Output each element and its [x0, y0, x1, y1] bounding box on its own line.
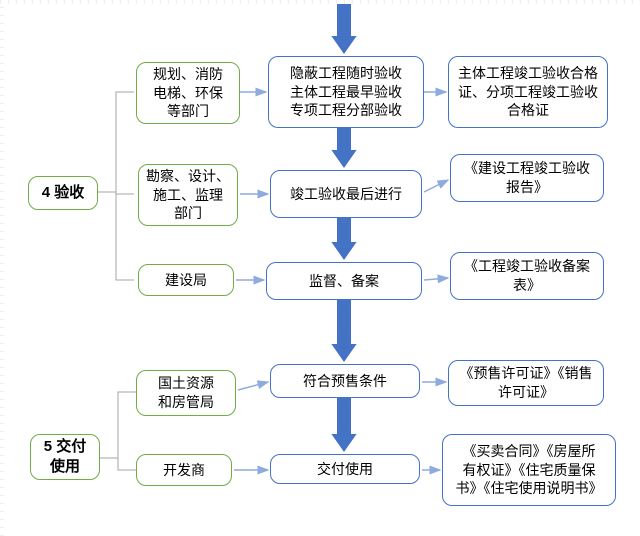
elbow-connector — [98, 192, 134, 280]
ruler-left — [0, 0, 4, 536]
elbow-connector — [98, 192, 134, 194]
node-dept4: 国土资源 和房管局 — [136, 370, 236, 416]
thin-arrow — [238, 382, 268, 390]
thick-arrow — [331, 4, 356, 54]
node-out5: 《买卖合同》《房屋所 有权证》《住宅质量保 书》《住宅使用说明书》 — [442, 434, 616, 506]
node-dept2: 勘察、设计、 施工、监理 部门 — [138, 164, 238, 226]
node-proc2: 竣工验收最后进行 — [270, 170, 422, 218]
node-dept3: 建设局 — [138, 264, 234, 296]
node-stage4: 4 验收 — [28, 176, 98, 210]
thin-arrow — [424, 278, 448, 280]
thick-arrow — [331, 128, 356, 168]
node-proc4: 符合预售条件 — [270, 364, 420, 398]
node-dept1: 规划、消防 电梯、环保 等部门 — [136, 62, 240, 124]
node-proc1: 隐蔽工程随时验收 主体工程最早验收 专项工程分部验收 — [268, 56, 424, 128]
thick-arrow — [331, 300, 356, 362]
thick-arrow — [331, 398, 356, 452]
elbow-connector — [100, 458, 136, 470]
node-proc3: 监督、备案 — [266, 262, 422, 300]
node-out2: 《建设工程竣工验收 报告》 — [450, 154, 604, 202]
node-out3: 《工程竣工验收备案 表》 — [450, 252, 604, 300]
flowchart-canvas: 4 验收 5 交付 使用 规划、消防 电梯、环保 等部门勘察、设计、 施工、监理 部… — [0, 0, 640, 536]
elbow-connector — [100, 392, 136, 458]
elbow-connector — [98, 92, 134, 192]
thin-arrow — [424, 180, 448, 192]
node-stage5: 5 交付 使用 — [30, 434, 100, 480]
ruler-top — [0, 0, 640, 4]
node-proc5: 交付使用 — [270, 454, 420, 484]
thick-arrow — [331, 218, 356, 260]
node-out4: 《预售许可证》《销售 许可证》 — [448, 360, 604, 406]
node-out1: 主体工程竣工验收合格 证、分项工程竣工验收 合格证 — [448, 56, 608, 128]
node-dept5: 开发商 — [136, 454, 232, 486]
